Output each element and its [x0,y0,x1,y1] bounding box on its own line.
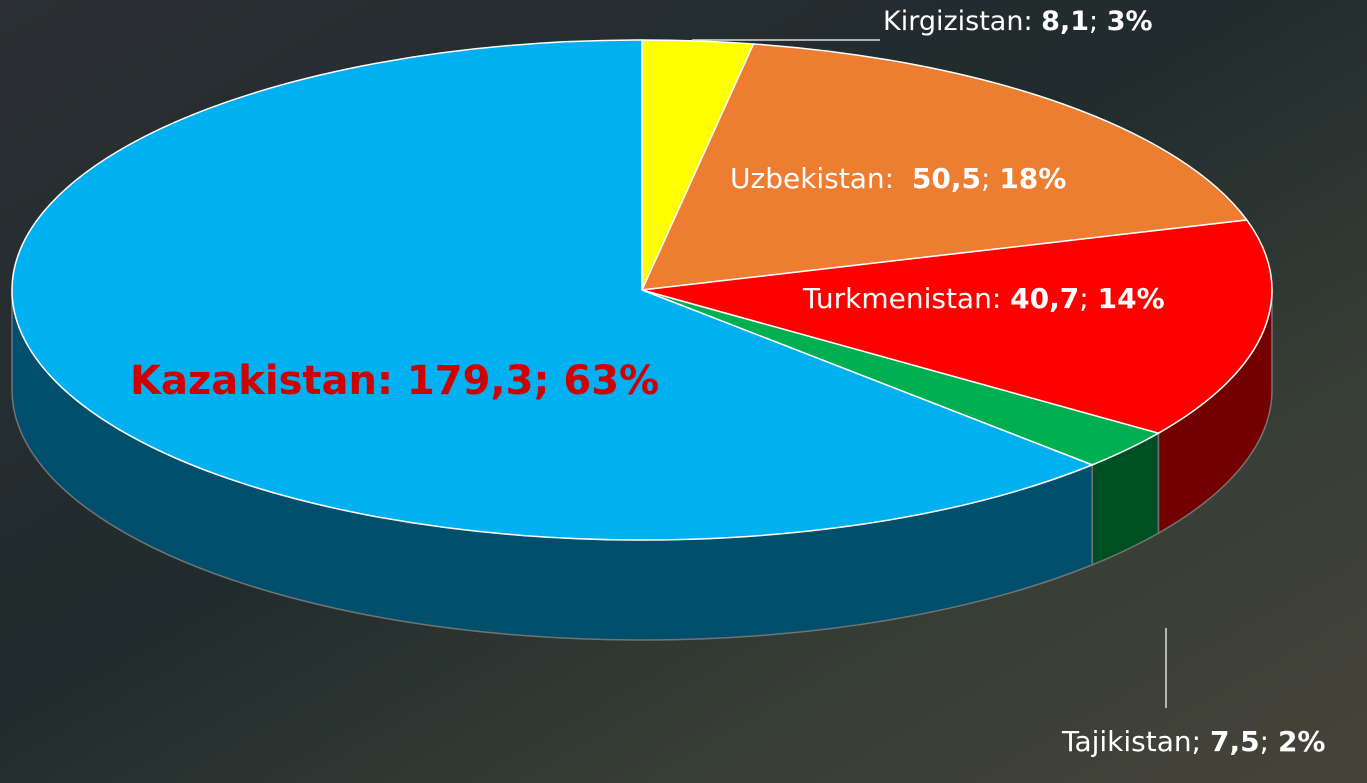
label-name: Tajikistan [1061,725,1192,758]
label-value: 40,7 [1010,282,1079,315]
label-separator: ; [1192,725,1210,758]
data-label: Uzbekistan: 50,5; 18% [730,162,1066,195]
label-separator: ; [1260,725,1278,758]
label-separator: : [1023,6,1041,37]
label-name: Kazakistan [130,358,377,404]
label-value: 50,5 [912,162,981,195]
label-separator: ; [533,358,563,404]
label-separator: ; [981,162,999,195]
data-label: Kazakistan: 179,3; 63% [130,358,659,404]
label-value: 7,5 [1210,725,1260,758]
label-separator: : [377,358,407,404]
label-separator: : [885,162,912,195]
page: Kirgizistan: 8,1; 3% Uzbekistan: 50,5; 18… [0,0,1367,783]
label-value: 8,1 [1041,6,1089,37]
data-label: Turkmenistan: 40,7; 14% [802,282,1165,315]
label-value: 179,3 [407,358,534,404]
label-name: Turkmenistan [802,282,992,315]
label-percent: 3% [1107,6,1153,37]
label-name: Kirgizistan [883,6,1023,37]
label-percent: 2% [1278,725,1326,758]
label-percent: 14% [1098,282,1165,315]
label-name: Uzbekistan [730,162,885,195]
chart: Kirgizistan: 8,1; 3% Uzbekistan: 50,5; 18… [0,0,1367,783]
label-percent: 63% [563,358,659,404]
data-label: Kirgizistan: 8,1; 3% [883,6,1153,37]
label-separator: ; [1089,6,1107,37]
label-percent: 18% [999,162,1066,195]
label-separator: : [992,282,1010,315]
data-label: Tajikistan; 7,5; 2% [1061,725,1326,758]
label-separator: ; [1079,282,1097,315]
